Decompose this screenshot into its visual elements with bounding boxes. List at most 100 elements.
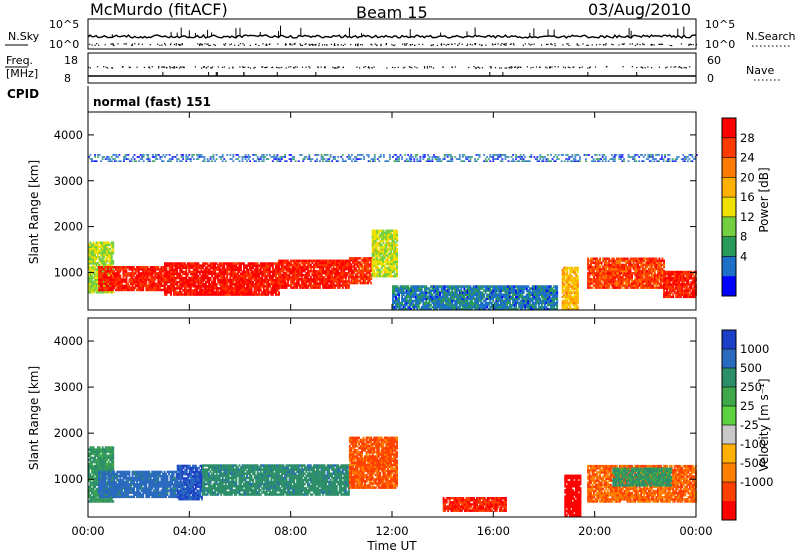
heatmap-cell [240,276,242,280]
heatmap-cell [443,297,446,301]
heatmap-cell [215,287,218,290]
heatmap-cell [309,259,312,263]
heatmap-cell [268,283,271,286]
heatmap-cell [208,278,210,282]
heatmap-cell [374,258,377,261]
heatmap-cell [244,291,247,294]
heatmap-cell [202,264,204,267]
heatmap-cell [374,256,377,259]
heatmap-cell [386,231,389,235]
heatmap-cell [408,297,411,301]
heatmap-cell [270,262,273,265]
heatmap-cell [192,280,195,284]
heatmap-cell [373,244,376,247]
heatmap-cell [97,284,99,288]
heatmap-cell [275,270,277,274]
heatmap-cell [393,231,395,235]
heatmap-cell [243,274,245,278]
heatmap-cell [212,285,215,288]
heatmap-cell [376,248,379,251]
heatmap-cell [180,268,183,271]
heatmap-cell [218,268,221,271]
heatmap-cell [353,279,356,283]
heatmap-cell [199,291,201,294]
heatmap-cell [430,291,432,294]
noise-search-dot [447,43,449,46]
heatmap-cell [148,272,151,275]
heatmap-cell [200,289,203,292]
heatmap-cell [404,291,407,294]
heatmap-cell [282,284,285,287]
heatmap-cell [180,285,183,288]
heatmap-cell [383,268,386,272]
noise-search-dot [567,43,569,45]
heatmap-cell [191,266,194,269]
heatmap-cell [344,284,347,287]
heatmap-cell [364,273,366,277]
heatmap-cell [445,291,448,294]
heatmap-cell [189,285,192,288]
heatmap-cell [443,287,446,290]
heatmap-cell [316,269,318,273]
heatmap-cell [379,239,382,243]
heatmap-cell [276,280,279,284]
heatmap-cell [177,274,180,278]
heatmap-cell [353,271,356,274]
heatmap-cell [215,262,218,265]
heatmap-cell [100,258,103,261]
noise-search-dot [466,43,469,45]
nave-dot [368,67,370,69]
heatmap-cell [367,263,370,266]
heatmap-cell [113,276,116,279]
heatmap-cell [98,258,101,261]
heatmap-cell [344,259,347,263]
heatmap-cell [261,278,264,282]
heatmap-cell [398,299,400,303]
heatmap-cell [279,284,282,287]
heatmap-cell [371,274,374,278]
heatmap-cell [376,231,379,235]
heatmap-cell [391,235,394,239]
heatmap-cell [158,286,161,290]
heatmap-cell [371,244,374,247]
heatmap-cell [189,278,192,282]
heatmap-cell [284,286,286,289]
heatmap-cell [209,266,212,269]
heatmap-cell [94,260,96,263]
heatmap-cell [125,266,128,269]
data-region [587,257,665,289]
heatmap-cell [217,289,220,292]
noise-search-dot [505,43,507,45]
heatmap-cell [388,252,391,255]
heatmap-cell [362,277,365,281]
heatmap-cell [261,283,264,286]
heatmap-cell [258,293,261,296]
heatmap-cell [253,272,256,276]
heatmap-cell [246,266,248,269]
heatmap-cell [226,280,229,284]
heatmap-cell [179,289,182,292]
heatmap-cell [392,305,394,309]
heatmap-cell [338,286,341,289]
heatmap-cell [103,264,106,267]
heatmap-cell [374,252,377,255]
heatmap-cell [136,278,138,281]
nave-dot [210,67,212,69]
heatmap-cell [449,285,452,288]
heatmap-cell [445,289,448,292]
heatmap-cell [252,270,255,274]
heatmap-cell [91,243,93,246]
heatmap-cell [214,268,217,271]
heatmap-cell [253,278,256,282]
heatmap-cell [331,261,334,265]
heatmap-cell [401,297,403,301]
nave-dot [129,66,131,69]
heatmap-cell [344,265,347,269]
heatmap-cell [299,284,302,287]
heatmap-cell [379,262,382,266]
heatmap-cell [268,262,271,265]
heatmap-cell [398,287,400,290]
heatmap-cell [95,262,98,265]
heatmap-cell [393,258,395,261]
heatmap-cell [117,280,120,283]
